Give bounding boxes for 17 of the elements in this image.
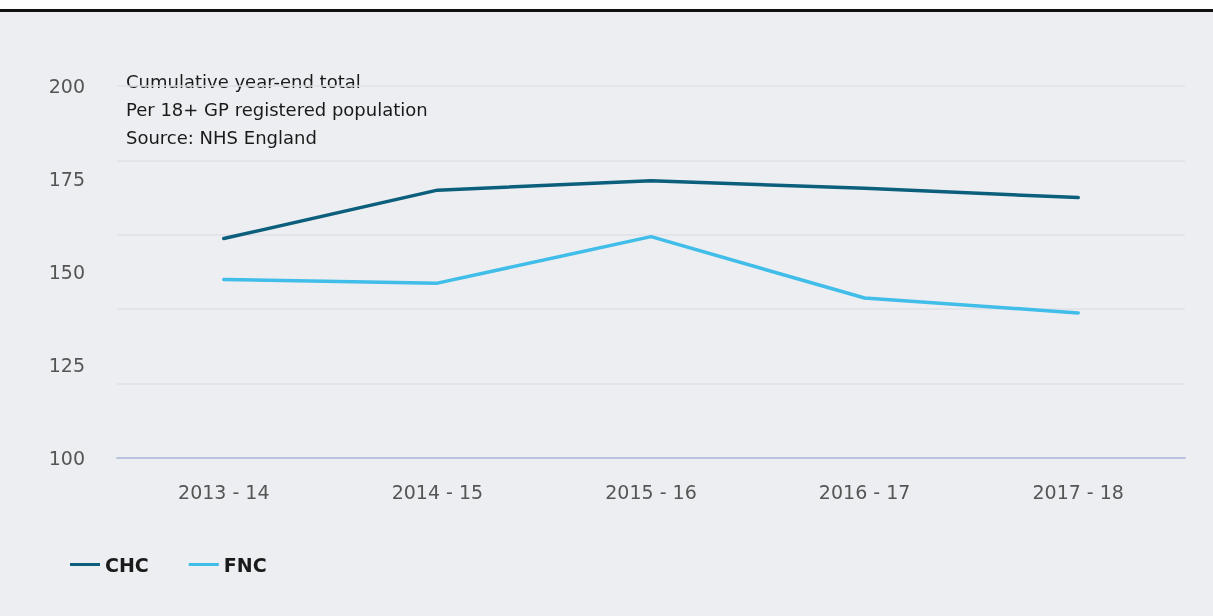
y-tick-label: 175: [48, 168, 85, 190]
legend-label: CHC: [105, 553, 149, 576]
annotation: Per 18+ GP registered population: [126, 98, 428, 120]
line-series: [222, 179, 1080, 241]
legend-label: FNC: [223, 553, 267, 576]
y-tick-label: 200: [48, 75, 85, 97]
x-tick-label: 2014 - 15: [391, 480, 484, 503]
x-tick-label: 2013 - 14: [178, 480, 270, 503]
y-tick-label: 125: [48, 354, 85, 376]
line-series: [222, 234, 1080, 315]
x-tick-label: 2015 - 16: [605, 480, 697, 503]
annotation: Source: NHS England: [126, 126, 317, 148]
y-tick-label: 150: [48, 261, 85, 283]
x-tick-label: 2016 - 17: [818, 480, 911, 503]
y-tick-label: 100: [48, 447, 85, 469]
x-tick-label: 2017 - 18: [1032, 480, 1124, 503]
annotation: Cumulative year-end total: [126, 70, 361, 92]
